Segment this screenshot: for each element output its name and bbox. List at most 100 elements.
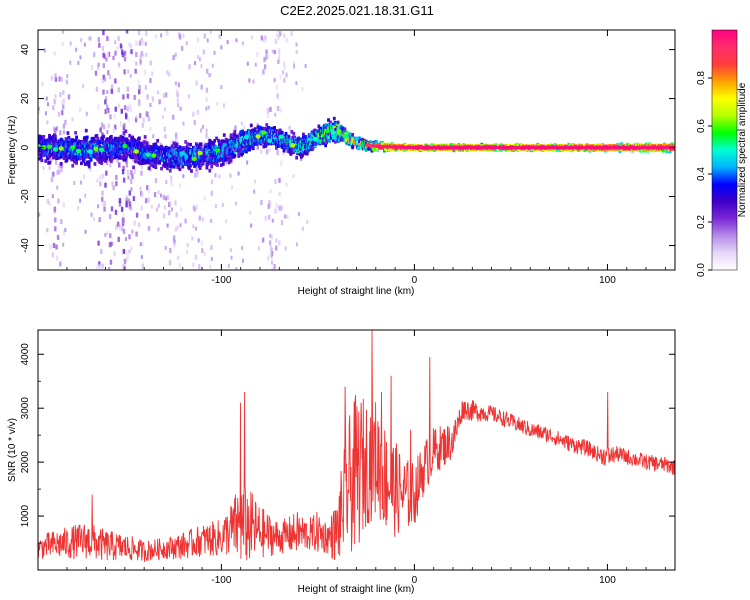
spectrogram-noise-cell [145, 111, 148, 117]
spectrogram-noise-cell [98, 42, 101, 48]
spectrogram-noise-cell [140, 205, 143, 211]
spectrogram-noise-cell [276, 150, 280, 156]
spectrogram-cell [118, 153, 122, 157]
spectrogram-noise-cell [260, 35, 264, 41]
spectrogram-cell [240, 139, 244, 144]
spectrogram-noise-cell [64, 119, 67, 124]
spectrogram-noise-cell [278, 177, 281, 183]
spectrogram-noise-cell [125, 158, 128, 164]
spectrogram-noise-cell [194, 172, 197, 178]
spectrogram-noise-cell [85, 111, 88, 116]
spectrogram-noise-cell [256, 52, 259, 58]
spectrogram-noise-cell [230, 255, 233, 260]
spectrogram-noise-cell [218, 174, 221, 179]
spectrogram-cell [210, 156, 214, 161]
spectrogram-noise-cell [114, 106, 117, 112]
spectrogram-noise-cell [112, 55, 115, 60]
spectrogram-cell [350, 134, 354, 139]
spectrogram-noise-cell [122, 165, 125, 171]
spectrogram-noise-cell [128, 234, 131, 240]
spectrogram-noise-cell [133, 169, 136, 175]
spectrogram-cell [240, 133, 244, 137]
spectrogram-noise-cell [89, 36, 92, 41]
spectrogram-noise-cell [172, 114, 175, 120]
spectrogram-noise-cell [142, 40, 145, 46]
spectrogram-noise-cell [143, 69, 147, 75]
spectrogram-cell [93, 139, 97, 143]
spectrogram-noise-cell [115, 181, 118, 187]
spectrogram-noise-cell [264, 215, 267, 221]
spectrogram-noise-cell [48, 201, 51, 206]
spectrogram-noise-cell [95, 86, 99, 92]
spectrogram-noise-cell [196, 109, 200, 115]
spectrogram-cell [66, 149, 70, 154]
spectrogram-noise-cell [135, 51, 138, 57]
spectrogram-cell [109, 154, 113, 159]
spectrogram-noise-cell [205, 106, 208, 111]
spectrogram-cell [351, 132, 355, 137]
spectrogram-noise-cell [104, 182, 107, 188]
spectrogram-noise-cell [274, 178, 277, 184]
spectrogram-cell [72, 139, 76, 143]
spectrogram-noise-cell [177, 255, 180, 260]
spectrogram-cell [87, 160, 91, 164]
spectrogram-cell [224, 137, 228, 142]
spectrogram-noise-cell [267, 256, 270, 261]
spectrogram-cell [204, 145, 208, 150]
spectrogram-noise-cell [170, 207, 173, 212]
spectrogram-marks [38, 30, 675, 270]
spectrogram-cell [170, 163, 174, 167]
spectrogram-cell [162, 146, 165, 150]
spectrogram-cell [156, 138, 160, 143]
spectrogram-noise-cell [61, 30, 65, 34]
spectrogram-noise-cell [93, 217, 96, 222]
spectrogram-noise-cell [169, 200, 172, 205]
spectrogram-cell [152, 142, 156, 147]
spectrogram-cell [357, 136, 361, 141]
spectrogram-cell [42, 143, 46, 147]
spectrogram-cell [265, 123, 269, 127]
spectrogram-noise-cell [142, 52, 145, 58]
spectrogram-noise-cell [139, 38, 142, 43]
spectrogram-noise-cell [147, 116, 151, 122]
spectrogram-noise-cell [139, 186, 142, 191]
spectrogram-noise-cell [127, 198, 131, 204]
spectrogram-cell [206, 147, 210, 152]
spectrogram-noise-cell [99, 181, 102, 187]
spectrogram-noise-cell [122, 264, 125, 270]
spectrogram-cell [142, 141, 146, 145]
spectrogram-cell [351, 145, 355, 150]
spectrogram-cell [137, 136, 141, 141]
spectrogram-cell [70, 157, 74, 162]
spectrogram-cell [138, 159, 142, 164]
spectrogram-noise-cell [130, 44, 133, 49]
spectrogram-noise-cell [73, 180, 76, 185]
spectrogram-cell [109, 134, 113, 139]
spectrogram-cell [237, 154, 241, 158]
spectrogram-noise-cell [64, 228, 67, 233]
spectrogram-noise-cell [62, 104, 65, 110]
spectrogram-noise-cell [100, 122, 104, 128]
spectrogram-cell [225, 157, 229, 162]
spectrogram-noise-cell [269, 202, 272, 208]
spectrogram-noise-cell [214, 173, 217, 178]
spectrogram-cell [282, 148, 286, 152]
spectrogram-noise-cell [219, 235, 222, 240]
spectrogram-cell [336, 135, 340, 139]
spectrogram-noise-cell [137, 222, 140, 227]
spectrogram-noise-cell [135, 61, 138, 66]
spectrogram-noise-cell [270, 255, 273, 260]
spectrogram-cell [187, 163, 190, 168]
spectrogram-cell [186, 154, 189, 158]
spectrogram-noise-cell [110, 88, 113, 94]
spectrogram-noise-cell [101, 196, 104, 202]
spectrogram-cell [311, 146, 315, 150]
spectrogram-cell [102, 134, 106, 139]
spectrogram-noise-cell [267, 203, 270, 209]
spectrogram-noise-cell [206, 68, 209, 74]
spectrogram-cell [39, 154, 43, 159]
spectrogram-noise-cell [110, 206, 114, 212]
spectrogram-noise-cell [268, 147, 271, 152]
spectrogram-noise-cell [180, 207, 183, 212]
spectrogram-cell [403, 148, 407, 152]
